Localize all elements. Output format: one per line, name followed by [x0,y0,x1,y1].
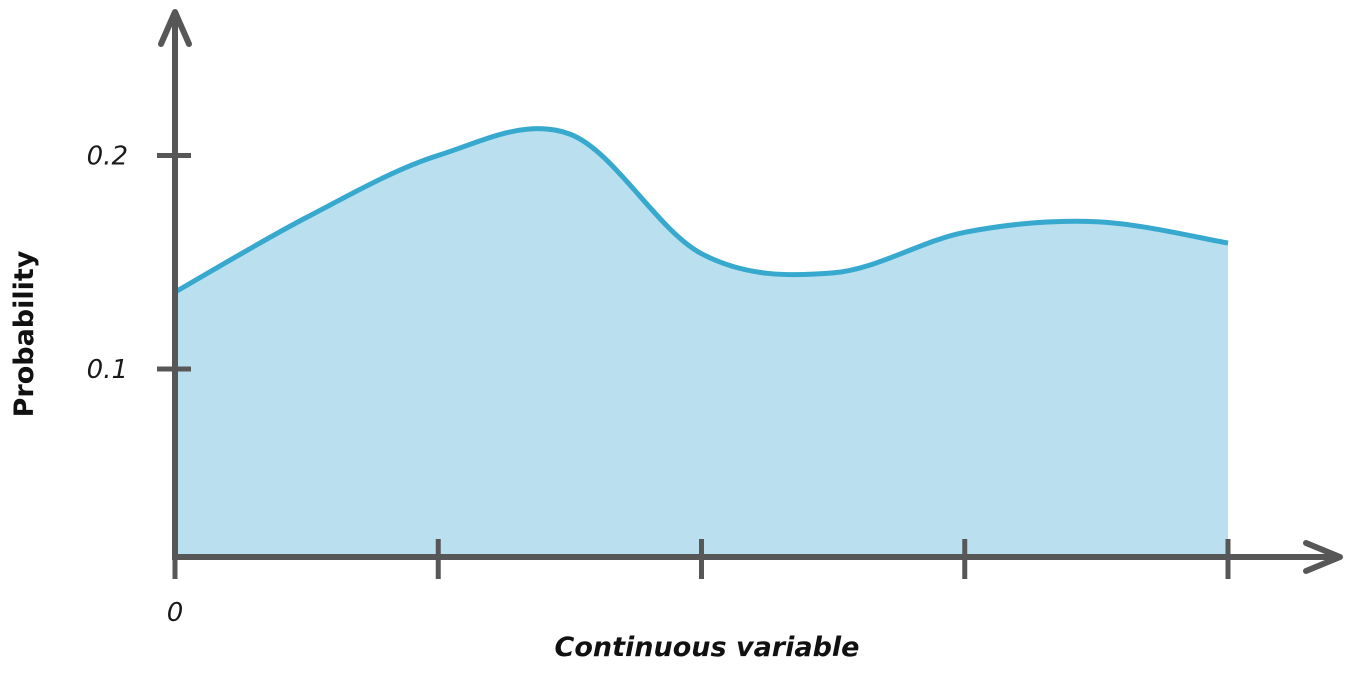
y-tick-label-1: 0.2 [87,141,128,171]
y-axis-arrow [158,9,192,47]
axes [158,9,1343,574]
x-axis-title: Continuous variable [555,632,860,663]
x-axis-arrow [1303,540,1343,574]
y-axis-title: Probability [9,250,40,417]
x-ticks: 0 [167,539,1231,628]
density-line [173,126,1229,295]
x-tick-label-0: 0 [167,598,184,628]
area-fill [175,128,1228,557]
y-ticks: 0.1 0.2 [87,141,191,385]
y-tick-label-0: 0.1 [87,355,128,385]
